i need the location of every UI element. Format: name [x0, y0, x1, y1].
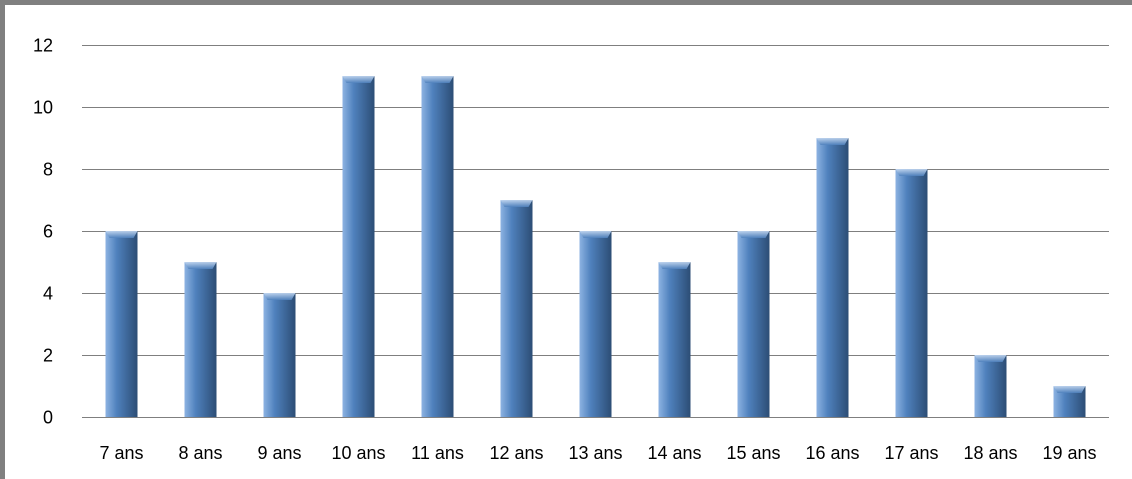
bar-cap: [263, 293, 296, 300]
bar-body: [974, 355, 1007, 417]
x-tick-label: 11 ans: [411, 443, 464, 463]
y-tick-label: 10: [33, 98, 53, 118]
bar: [263, 293, 296, 417]
bar-body: [500, 200, 533, 417]
x-tick-label: 9 ans: [257, 443, 301, 463]
bar: [658, 262, 691, 417]
bar: [105, 231, 138, 417]
bar-cap: [974, 355, 1007, 362]
bar-cap: [500, 200, 533, 207]
x-tick-label: 12 ans: [489, 443, 543, 463]
x-axis-ticks: 7 ans 8 ans 9 ans 10 ans 11 ans 12 ans 13 ans 1…: [99, 443, 1096, 463]
bars: [105, 76, 1086, 417]
bar-cap: [658, 262, 691, 269]
bar: [895, 169, 928, 417]
y-tick-label: 2: [43, 346, 53, 366]
frame-top-edge: [0, 0, 1132, 5]
bar: [579, 231, 612, 417]
bar-cap: [579, 231, 612, 238]
bar: [974, 355, 1007, 417]
bar-body: [263, 293, 296, 417]
y-axis-ticks: 0 2 4 6 8 10 12: [33, 36, 53, 428]
bar: [421, 76, 454, 417]
bar-cap: [1053, 386, 1086, 393]
x-tick-label: 13 ans: [568, 443, 622, 463]
bar: [500, 200, 533, 417]
x-tick-label: 7 ans: [99, 443, 143, 463]
x-tick-label: 15 ans: [726, 443, 780, 463]
bar-cap: [105, 231, 138, 238]
bar: [737, 231, 770, 417]
bar-cap: [816, 138, 849, 145]
x-tick-label: 16 ans: [805, 443, 859, 463]
bar-cap: [342, 76, 375, 83]
bar: [342, 76, 375, 417]
frame-left-edge: [0, 0, 5, 479]
bar-cap: [184, 262, 217, 269]
bar-body: [579, 231, 612, 417]
bar-cap: [737, 231, 770, 238]
bar-cap: [421, 76, 454, 83]
bar-body: [105, 231, 138, 417]
y-tick-label: 12: [33, 36, 53, 56]
bar-body: [184, 262, 217, 417]
bar-cap: [895, 169, 928, 176]
bar: [184, 262, 217, 417]
bar-body: [342, 76, 375, 417]
bar-body: [421, 76, 454, 417]
bar: [816, 138, 849, 417]
x-tick-label: 18 ans: [963, 443, 1017, 463]
x-tick-label: 14 ans: [647, 443, 701, 463]
bar-body: [737, 231, 770, 417]
y-tick-label: 6: [43, 222, 53, 242]
bar-body: [816, 138, 849, 417]
x-tick-label: 10 ans: [331, 443, 385, 463]
x-tick-label: 19 ans: [1042, 443, 1096, 463]
y-tick-label: 8: [43, 160, 53, 180]
y-tick-label: 0: [43, 408, 53, 428]
bar: [1053, 386, 1086, 417]
bar-body: [895, 169, 928, 417]
x-tick-label: 17 ans: [884, 443, 938, 463]
bar-body: [658, 262, 691, 417]
y-tick-label: 4: [43, 284, 53, 304]
x-tick-label: 8 ans: [178, 443, 222, 463]
